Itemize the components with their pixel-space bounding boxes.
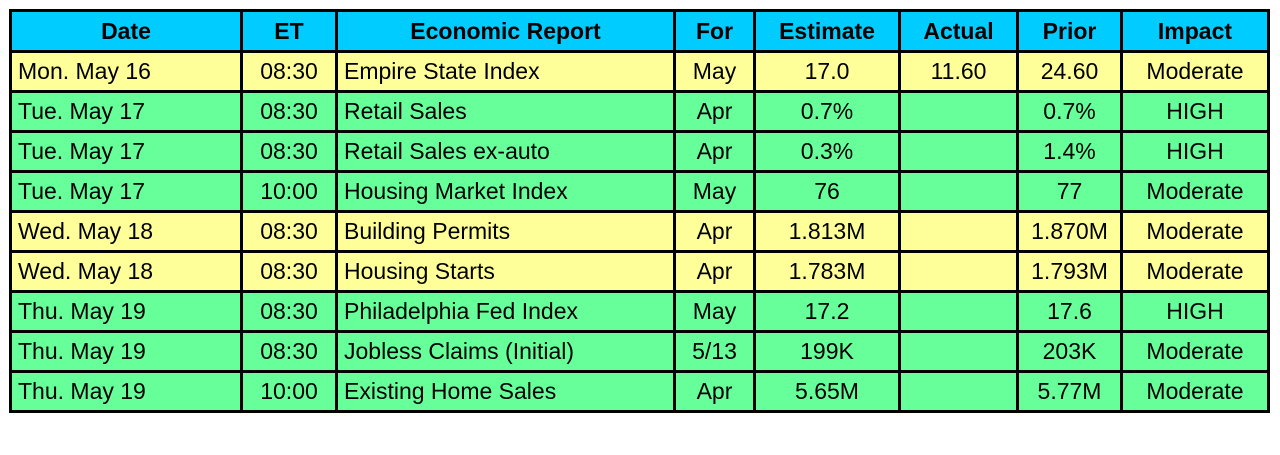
cell-date: Tue. May 17: [9, 90, 243, 133]
cell-estimate: 17.0: [753, 50, 901, 93]
cell-impact: Moderate: [1120, 370, 1270, 413]
cell-impact: Moderate: [1120, 50, 1270, 93]
table-row: Wed. May 18 08:30 Housing Starts Apr 1.783M 1…: [9, 250, 1270, 293]
cell-impact: HIGH: [1120, 290, 1270, 333]
table-row: Mon. May 16 08:30 Empire State Index May 17.…: [9, 50, 1270, 93]
cell-report: Philadelphia Fed Index: [335, 290, 676, 333]
header-prior: Prior: [1016, 9, 1123, 53]
cell-date: Thu. May 19: [9, 330, 243, 373]
cell-report: Retail Sales ex-auto: [335, 130, 676, 173]
cell-report: Building Permits: [335, 210, 676, 253]
cell-prior: 24.60: [1016, 50, 1123, 93]
cell-for: May: [673, 290, 756, 333]
header-impact: Impact: [1120, 9, 1270, 53]
cell-estimate: 5.65M: [753, 370, 901, 413]
header-et: ET: [240, 9, 338, 53]
cell-actual: 11.60: [898, 50, 1019, 93]
cell-et: 08:30: [240, 210, 338, 253]
cell-for: Apr: [673, 130, 756, 173]
cell-et: 08:30: [240, 50, 338, 93]
table-row: Wed. May 18 08:30 Building Permits Apr 1.813…: [9, 210, 1270, 253]
cell-actual: [898, 330, 1019, 373]
header-date: Date: [9, 9, 243, 53]
table-row: Tue. May 17 08:30 Retail Sales ex-auto Apr 0…: [9, 130, 1270, 173]
table-row: Thu. May 19 10:00 Existing Home Sales Apr 5.…: [9, 370, 1270, 413]
cell-actual: [898, 370, 1019, 413]
economic-calendar-table: Date ET Economic Report For Estimate Act…: [9, 9, 1270, 413]
header-row: Date ET Economic Report For Estimate Act…: [9, 9, 1270, 53]
cell-report: Jobless Claims (Initial): [335, 330, 676, 373]
cell-prior: 1.870M: [1016, 210, 1123, 253]
cell-estimate: 0.7%: [753, 90, 901, 133]
cell-date: Tue. May 17: [9, 170, 243, 213]
header-economic-report: Economic Report: [335, 9, 676, 53]
cell-et: 08:30: [240, 130, 338, 173]
cell-date: Thu. May 19: [9, 290, 243, 333]
cell-report: Retail Sales: [335, 90, 676, 133]
cell-actual: [898, 250, 1019, 293]
cell-prior: 0.7%: [1016, 90, 1123, 133]
table-row: Thu. May 19 08:30 Jobless Claims (Initial)…: [9, 330, 1270, 373]
cell-date: Wed. May 18: [9, 250, 243, 293]
cell-prior: 17.6: [1016, 290, 1123, 333]
cell-prior: 203K: [1016, 330, 1123, 373]
cell-impact: Moderate: [1120, 250, 1270, 293]
cell-for: Apr: [673, 250, 756, 293]
table-row: Tue. May 17 10:00 Housing Market Index May 7…: [9, 170, 1270, 213]
cell-report: Existing Home Sales: [335, 370, 676, 413]
header-actual: Actual: [898, 9, 1019, 53]
cell-et: 10:00: [240, 170, 338, 213]
cell-actual: [898, 170, 1019, 213]
cell-estimate: 199K: [753, 330, 901, 373]
cell-date: Mon. May 16: [9, 50, 243, 93]
table-row: Thu. May 19 08:30 Philadelphia Fed Index Ma…: [9, 290, 1270, 333]
cell-actual: [898, 130, 1019, 173]
cell-date: Wed. May 18: [9, 210, 243, 253]
cell-impact: HIGH: [1120, 130, 1270, 173]
cell-for: 5/13: [673, 330, 756, 373]
cell-estimate: 17.2: [753, 290, 901, 333]
cell-prior: 77: [1016, 170, 1123, 213]
cell-estimate: 1.783M: [753, 250, 901, 293]
cell-for: Apr: [673, 90, 756, 133]
cell-estimate: 76: [753, 170, 901, 213]
cell-prior: 1.793M: [1016, 250, 1123, 293]
cell-actual: [898, 290, 1019, 333]
cell-et: 10:00: [240, 370, 338, 413]
cell-impact: Moderate: [1120, 210, 1270, 253]
cell-et: 08:30: [240, 330, 338, 373]
cell-estimate: 1.813M: [753, 210, 901, 253]
cell-report: Housing Starts: [335, 250, 676, 293]
cell-actual: [898, 90, 1019, 133]
cell-for: Apr: [673, 370, 756, 413]
cell-impact: Moderate: [1120, 330, 1270, 373]
cell-date: Thu. May 19: [9, 370, 243, 413]
cell-impact: HIGH: [1120, 90, 1270, 133]
cell-et: 08:30: [240, 250, 338, 293]
cell-actual: [898, 210, 1019, 253]
cell-et: 08:30: [240, 90, 338, 133]
cell-for: May: [673, 170, 756, 213]
cell-for: May: [673, 50, 756, 93]
cell-report: Housing Market Index: [335, 170, 676, 213]
table-row: Tue. May 17 08:30 Retail Sales Apr 0.7% 0.7% H…: [9, 90, 1270, 133]
cell-estimate: 0.3%: [753, 130, 901, 173]
header-estimate: Estimate: [753, 9, 901, 53]
cell-impact: Moderate: [1120, 170, 1270, 213]
cell-et: 08:30: [240, 290, 338, 333]
cell-report: Empire State Index: [335, 50, 676, 93]
cell-date: Tue. May 17: [9, 130, 243, 173]
cell-for: Apr: [673, 210, 756, 253]
calendar-table-wrapper: Date ET Economic Report For Estimate Act…: [9, 9, 1270, 413]
header-for: For: [673, 9, 756, 53]
cell-prior: 1.4%: [1016, 130, 1123, 173]
cell-prior: 5.77M: [1016, 370, 1123, 413]
